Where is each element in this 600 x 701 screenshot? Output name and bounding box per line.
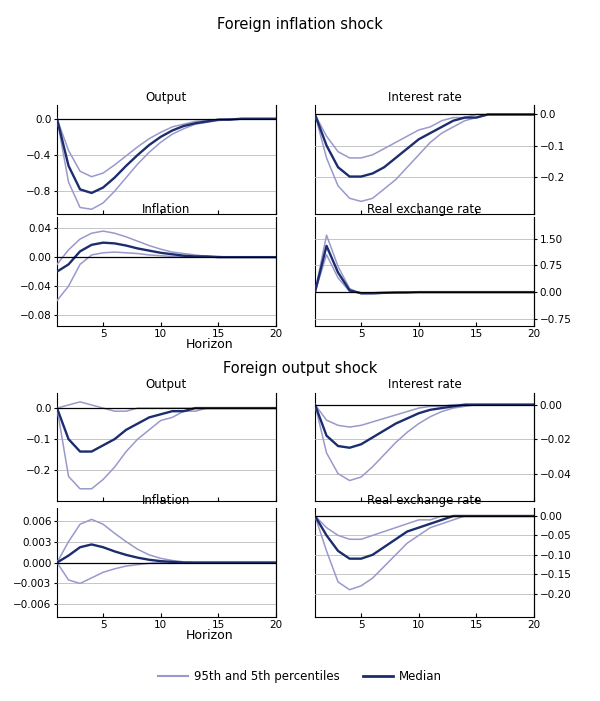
Title: Output: Output: [146, 379, 187, 391]
Text: Foreign output shock: Foreign output shock: [223, 360, 377, 376]
Legend: 95th and 5th percentiles, Median: 95th and 5th percentiles, Median: [154, 665, 446, 688]
Text: Foreign inflation shock: Foreign inflation shock: [217, 17, 383, 32]
Title: Real exchange rate: Real exchange rate: [367, 494, 482, 507]
Title: Interest rate: Interest rate: [388, 91, 461, 104]
Title: Output: Output: [146, 91, 187, 104]
Title: Interest rate: Interest rate: [388, 379, 461, 391]
Title: Real exchange rate: Real exchange rate: [367, 203, 482, 216]
Text: Horizon: Horizon: [186, 339, 234, 351]
Title: Inflation: Inflation: [142, 494, 191, 507]
Title: Inflation: Inflation: [142, 203, 191, 216]
Text: Horizon: Horizon: [186, 629, 234, 642]
